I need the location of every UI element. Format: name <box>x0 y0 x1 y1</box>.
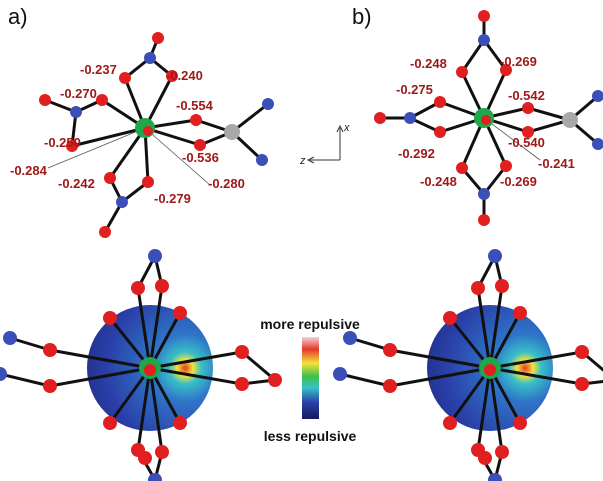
atom <box>562 112 578 128</box>
atom <box>148 249 162 263</box>
charge-label: -0.275 <box>396 82 433 97</box>
atom <box>173 306 187 320</box>
atom <box>155 279 169 293</box>
atom <box>142 176 154 188</box>
charge-label: -0.540 <box>508 135 545 150</box>
charge-label: -0.542 <box>508 88 545 103</box>
atom <box>383 379 397 393</box>
atom <box>343 331 357 345</box>
atom <box>262 98 274 110</box>
atom <box>116 196 128 208</box>
atom <box>481 115 491 125</box>
molecules <box>0 10 603 481</box>
atom <box>3 331 17 345</box>
atom <box>39 94 51 106</box>
atom <box>190 114 202 126</box>
atom <box>456 162 468 174</box>
charge-label: -0.242 <box>58 176 95 191</box>
atom <box>488 249 502 263</box>
atom <box>119 72 131 84</box>
atom <box>224 124 240 140</box>
atom <box>434 126 446 138</box>
charge-label: -0.241 <box>538 156 575 171</box>
bond <box>340 374 390 386</box>
atom <box>478 188 490 200</box>
atom <box>500 160 512 172</box>
charge-label: -0.248 <box>410 56 447 71</box>
atom <box>383 343 397 357</box>
atom <box>96 94 108 106</box>
atom <box>484 364 496 376</box>
atom <box>513 306 527 320</box>
panel-label: b) <box>352 4 372 29</box>
atom <box>143 126 153 136</box>
charge-label: -0.250 <box>44 135 81 150</box>
atom <box>256 154 268 166</box>
atom <box>43 379 57 393</box>
atom <box>575 345 589 359</box>
bond <box>0 374 50 386</box>
atom <box>103 416 117 430</box>
atom <box>333 367 347 381</box>
atom <box>513 416 527 430</box>
atom <box>104 172 116 184</box>
atom <box>478 10 490 22</box>
atom <box>471 281 485 295</box>
color-scale <box>302 337 319 419</box>
atom <box>478 214 490 226</box>
atom <box>152 32 164 44</box>
atom <box>70 106 82 118</box>
atom <box>173 416 187 430</box>
atom <box>495 445 509 459</box>
atom <box>478 34 490 46</box>
atom <box>0 367 7 381</box>
atom <box>138 451 152 465</box>
charge-label: -0.237 <box>80 62 117 77</box>
atom <box>235 345 249 359</box>
charge-label: -0.292 <box>398 146 435 161</box>
atom <box>404 112 416 124</box>
atom <box>103 311 117 325</box>
atom <box>478 451 492 465</box>
atom <box>99 226 111 238</box>
atom <box>522 102 534 114</box>
atom <box>268 373 282 387</box>
charge-label: -0.554 <box>176 98 214 113</box>
atom <box>443 416 457 430</box>
charge-label: -0.248 <box>420 174 457 189</box>
atom <box>575 377 589 391</box>
axis-x-label: x <box>343 122 350 134</box>
atom <box>235 377 249 391</box>
charge-label: -0.284 <box>10 163 48 178</box>
charge-label: -0.279 <box>154 191 191 206</box>
charge-label: -0.269 <box>500 174 537 189</box>
axis-z-label: z <box>299 155 306 167</box>
atom <box>434 96 446 108</box>
charge-label: -0.240 <box>166 68 203 83</box>
panel-label: a) <box>8 4 28 29</box>
charge-label: -0.270 <box>60 86 97 101</box>
atom <box>155 445 169 459</box>
scale-top-label: more repulsive <box>260 316 360 332</box>
atom <box>495 279 509 293</box>
atom <box>374 112 386 124</box>
figure: more repulsive less repulsive x z a) b) … <box>0 0 603 481</box>
atom <box>131 281 145 295</box>
axes-icon <box>308 126 343 163</box>
charge-label: -0.269 <box>500 54 537 69</box>
atom <box>144 52 156 64</box>
charge-label: -0.280 <box>208 176 245 191</box>
atom <box>43 343 57 357</box>
scale-bottom-label: less repulsive <box>264 428 357 444</box>
charge-label: -0.536 <box>182 150 219 165</box>
atom <box>443 311 457 325</box>
atom <box>144 364 156 376</box>
atom <box>456 66 468 78</box>
